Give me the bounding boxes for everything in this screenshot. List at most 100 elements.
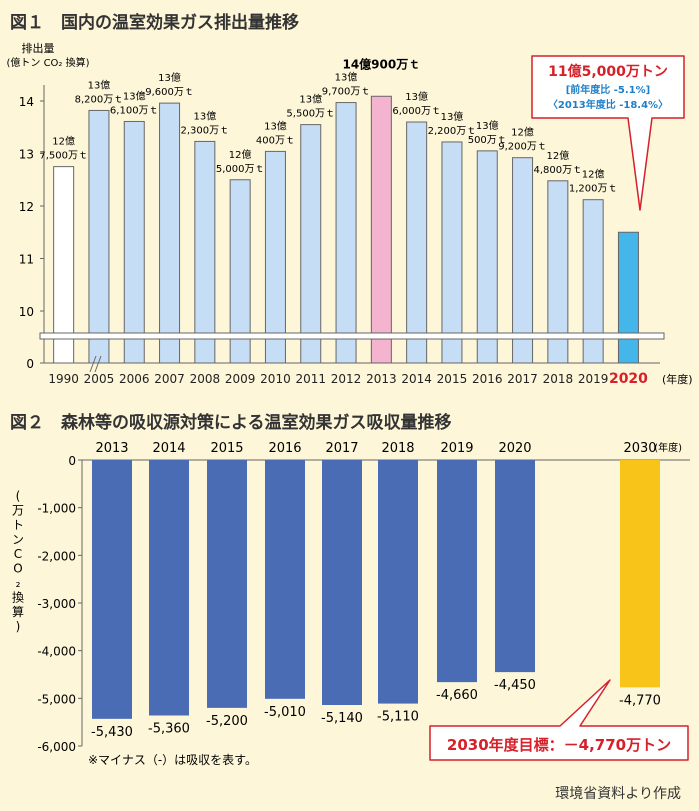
callout-sub1: [前年度比 -5.1%] — [566, 83, 651, 96]
data-label-top: 12億 — [52, 135, 75, 148]
bar-2016 — [476, 150, 498, 364]
x-tick-label: 2014 — [401, 372, 432, 386]
source-note: 環境省資料より作成 — [555, 786, 681, 802]
bar-2020 — [617, 231, 639, 364]
x-tick-label: 2018 — [381, 441, 414, 456]
bar-2014 — [406, 121, 428, 364]
y-axis-label-char: ₂ — [16, 576, 21, 590]
y-tick-label: -6,000 — [37, 740, 76, 754]
data-label-top: 13億 — [123, 89, 146, 102]
value-label: -5,200 — [206, 714, 248, 729]
x-tick-label: 2015 — [210, 441, 243, 456]
y-tick-label: 14 — [19, 95, 34, 109]
y-tick-label: 10 — [19, 305, 34, 319]
x-tick-label: 2007 — [154, 372, 185, 386]
x-tick-label: 2019 — [440, 441, 473, 456]
data-label-bottom: 6,000万ｔ — [392, 106, 441, 117]
bar-2006 — [123, 120, 145, 364]
x-tick-label: 2020 — [609, 371, 648, 387]
data-label-bottom: 5,500万ｔ — [286, 109, 335, 120]
bar-2015 — [207, 460, 247, 708]
data-label-bottom: 4,800万ｔ — [534, 165, 583, 176]
bar-2020 — [495, 460, 535, 673]
data-label-bottom: 9,700万ｔ — [322, 87, 371, 98]
bar-2008 — [194, 140, 216, 364]
y-axis-label-char: 万 — [12, 504, 24, 518]
data-label-top: 13億 — [441, 110, 464, 123]
bar-2010 — [264, 150, 286, 364]
y-tick-label: -3,000 — [37, 597, 76, 611]
y-tick-label: 13 — [19, 148, 34, 162]
callout-box: 11億5,000万トン [前年度比 -5.1%] 〈2013年度比 -18.4%〉 — [531, 55, 685, 211]
bar-2013 — [92, 460, 132, 719]
x-tick-label: 2017 — [325, 441, 358, 456]
data-label-top: 12億 — [582, 168, 605, 181]
highlight-label: 14億900万ｔ — [342, 56, 420, 71]
value-label: -5,360 — [148, 721, 190, 736]
x-tick-label: 2006 — [119, 372, 150, 386]
callout-main: 11億5,000万トン — [548, 63, 668, 80]
y-tick-label: 0 — [26, 357, 34, 371]
bar-2019 — [582, 199, 604, 364]
data-label-bottom: 2,300万ｔ — [181, 125, 230, 136]
bar-2018 — [547, 180, 569, 364]
bar-2018 — [378, 460, 418, 704]
data-label-top: 13億 — [88, 78, 111, 91]
x-tick-label: 2016 — [472, 372, 503, 386]
x-tick-label: 2005 — [84, 372, 115, 386]
data-label-bottom: 500万ｔ — [468, 135, 507, 146]
x-tick-label: 2013 — [366, 372, 397, 386]
y-axis-label-char: O — [13, 562, 22, 576]
axis-break-band — [39, 332, 665, 340]
y-tick-label: -1,000 — [37, 502, 76, 516]
x-axis-unit: (年度) — [654, 441, 682, 454]
bar-2030 — [620, 460, 660, 688]
y-axis-label-char: ( — [16, 489, 21, 503]
x-tick-label: 2030 — [623, 441, 656, 456]
bar-2015 — [441, 141, 463, 364]
data-label-bottom: 7,500万ｔ — [39, 151, 88, 162]
data-label-bottom: 6,100万ｔ — [110, 105, 159, 116]
target-label: 2030年度目標：－4,770万トン — [447, 736, 671, 754]
x-tick-label: 2013 — [95, 441, 128, 456]
y-axis-label-char: 換 — [12, 591, 24, 605]
bar-1990 — [53, 166, 75, 364]
data-label-bottom: 400万ｔ — [256, 135, 295, 146]
value-label: -5,140 — [321, 711, 363, 726]
data-label-bottom: 2,200万ｔ — [428, 126, 477, 137]
data-label-top: 13億 — [299, 93, 322, 106]
x-tick-label: 2011 — [295, 372, 326, 386]
data-label-top: 12億 — [546, 149, 569, 162]
bar-2007 — [159, 102, 181, 364]
callout-sub2: 〈2013年度比 -18.4%〉 — [548, 98, 668, 111]
y-axis-label: 排出量 — [22, 41, 55, 55]
figure2-title: 図２ 森林等の吸収源対策による温室効果ガス吸収量推移 — [10, 413, 452, 433]
y-tick-label: 0 — [68, 454, 76, 468]
x-tick-label: 1990 — [48, 372, 79, 386]
bar-2013 — [370, 95, 392, 364]
x-tick-label: 2020 — [498, 441, 531, 456]
y-axis-label-char: ) — [16, 620, 21, 634]
x-tick-label: 2017 — [507, 372, 538, 386]
data-label-top: 13億 — [158, 71, 181, 84]
bar-2005 — [88, 109, 110, 364]
data-label-top: 12億 — [511, 126, 534, 139]
value-label: -4,770 — [619, 693, 661, 708]
x-tick-label: 2010 — [260, 372, 291, 386]
data-label-bottom: 1,200万ｔ — [569, 184, 618, 195]
x-tick-label: 2019 — [578, 372, 609, 386]
data-label-top: 13億 — [405, 90, 428, 103]
value-label: -5,110 — [377, 710, 419, 725]
bar-2019 — [437, 460, 477, 683]
figure1-title: 図１ 国内の温室効果ガス排出量推移 — [10, 13, 299, 33]
bar-2011 — [300, 124, 322, 364]
data-label-bottom: 9,600万ｔ — [145, 87, 194, 98]
value-label: -4,450 — [494, 678, 536, 693]
x-tick-label: 2009 — [225, 372, 256, 386]
y-axis-label-char: ト — [12, 518, 24, 532]
y-axis-label-char: C — [14, 547, 22, 561]
value-label: -4,660 — [436, 688, 478, 703]
data-label-top: 12億 — [229, 148, 252, 161]
value-label: -5,430 — [91, 725, 133, 740]
target-callout: 2030年度目標：－4,770万トン — [429, 679, 689, 761]
